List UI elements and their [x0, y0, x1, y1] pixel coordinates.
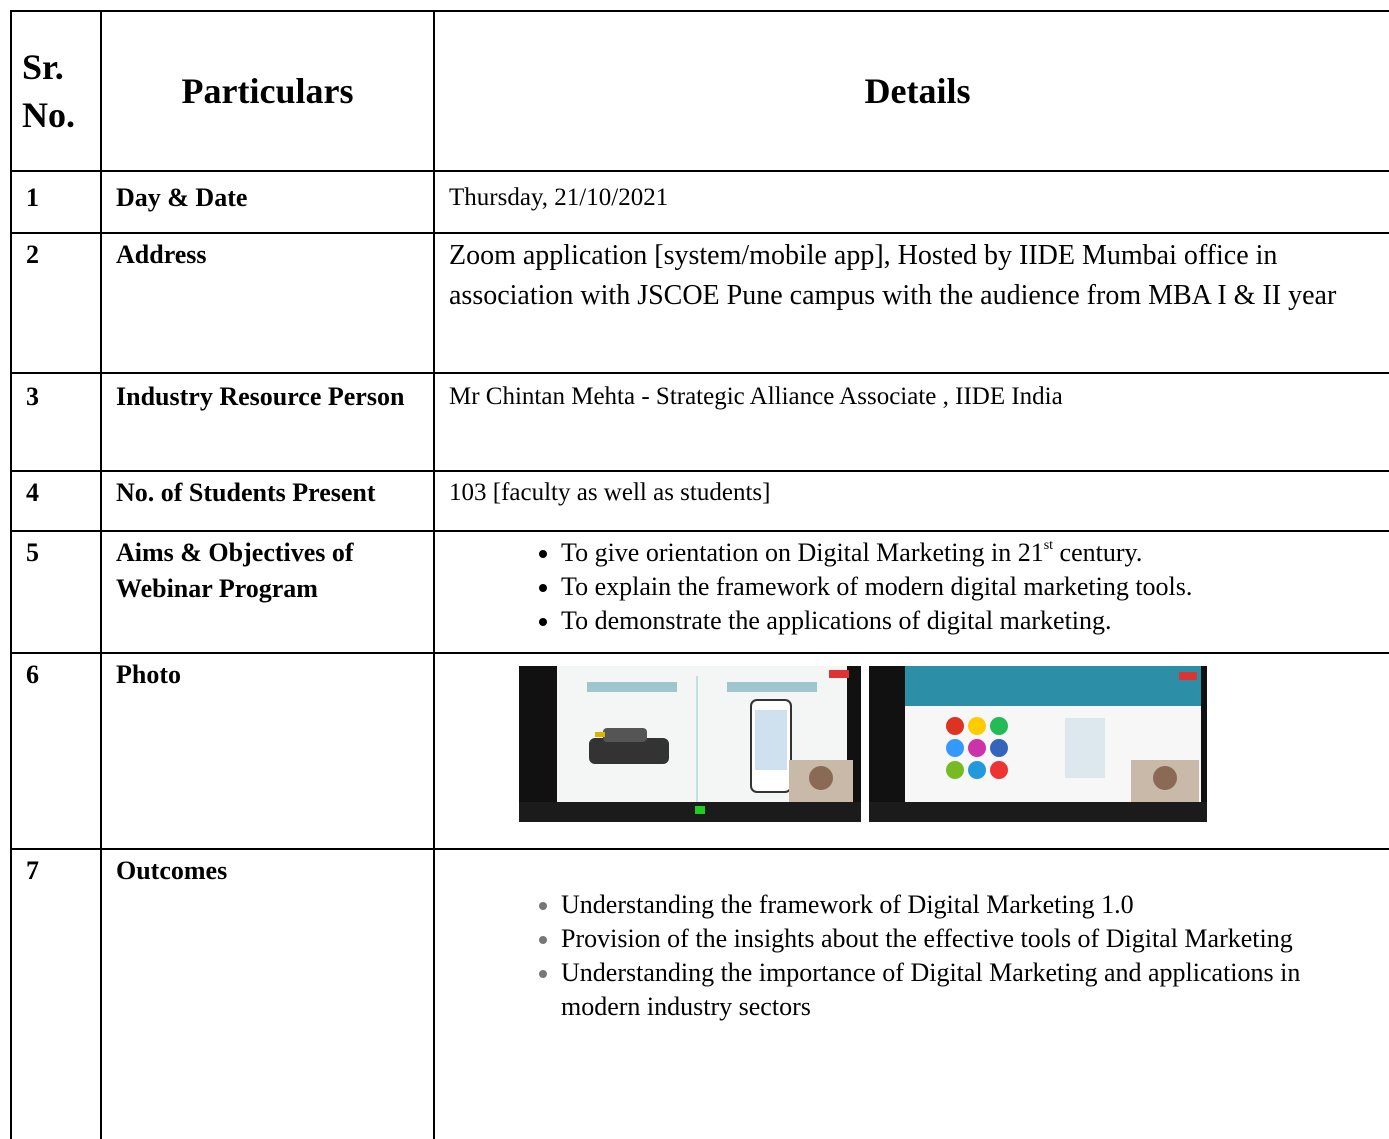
cell: To give orientation on Digital Marketing… — [433, 530, 1389, 654]
cell: Industry Resource Person — [100, 372, 435, 472]
list-item: To explain the framework of modern digit… — [561, 570, 1386, 604]
cell: Address — [100, 232, 435, 374]
cell: 6 — [10, 652, 102, 850]
list-item: Provision of the insights about the effe… — [561, 922, 1386, 956]
cell: Zoom application [system/mobile app], Ho… — [433, 232, 1389, 374]
cell: 5 — [10, 530, 102, 654]
cell: Thursday, 21/10/2021 — [433, 170, 1389, 234]
cell: Aims & Objectives of Webinar Program — [100, 530, 435, 654]
cell: No. of Students Present — [100, 470, 435, 532]
cell: Day & Date — [100, 170, 435, 234]
row: 3 Industry Resource Person Mr Chintan Me… — [10, 372, 1389, 472]
photo-strip — [449, 664, 1386, 822]
header-text: Sr. No. — [22, 47, 75, 135]
row: 5 Aims & Objectives of Webinar Program T… — [10, 530, 1389, 654]
text: century. — [1053, 538, 1143, 567]
cell: 3 — [10, 372, 102, 472]
photo — [519, 666, 861, 822]
list-item: Understanding the framework of Digital M… — [561, 888, 1386, 922]
list-item: Understanding the importance of Digital … — [561, 956, 1386, 1024]
bullet-list: Understanding the framework of Digital M… — [449, 888, 1386, 1024]
cell — [433, 652, 1389, 850]
row: 6 Photo — [10, 652, 1389, 850]
text: To give orientation on Digital Marketing… — [561, 538, 1044, 567]
cell: 7 — [10, 848, 102, 1139]
cell: Outcomes — [100, 848, 435, 1139]
header-cell: Particulars — [100, 10, 435, 172]
bullet-list: To give orientation on Digital Marketing… — [449, 536, 1386, 638]
row: 4 No. of Students Present 103 [faculty a… — [10, 470, 1389, 532]
cell: 2 — [10, 232, 102, 374]
cell: Understanding the framework of Digital M… — [433, 848, 1389, 1139]
report-table: Sr. No. Particulars Details 1 Day & Date… — [10, 10, 1389, 1139]
list-item: To demonstrate the applications of digit… — [561, 604, 1386, 638]
cell: 4 — [10, 470, 102, 532]
row: 7 Outcomes Understanding the framework o… — [10, 848, 1389, 1139]
photo — [869, 666, 1207, 822]
cell: 103 [faculty as well as students] — [433, 470, 1389, 532]
header-cell: Sr. No. — [10, 10, 102, 172]
list-item: To give orientation on Digital Marketing… — [561, 536, 1386, 570]
header-row: Sr. No. Particulars Details — [10, 10, 1389, 172]
header-cell: Details — [433, 10, 1389, 172]
row: 2 Address Zoom application [system/mobil… — [10, 232, 1389, 374]
cell: Mr Chintan Mehta - Strategic Alliance As… — [433, 372, 1389, 472]
cell: 1 — [10, 170, 102, 234]
cell: Photo — [100, 652, 435, 850]
row: 1 Day & Date Thursday, 21/10/2021 — [10, 170, 1389, 234]
superscript: st — [1043, 538, 1054, 553]
